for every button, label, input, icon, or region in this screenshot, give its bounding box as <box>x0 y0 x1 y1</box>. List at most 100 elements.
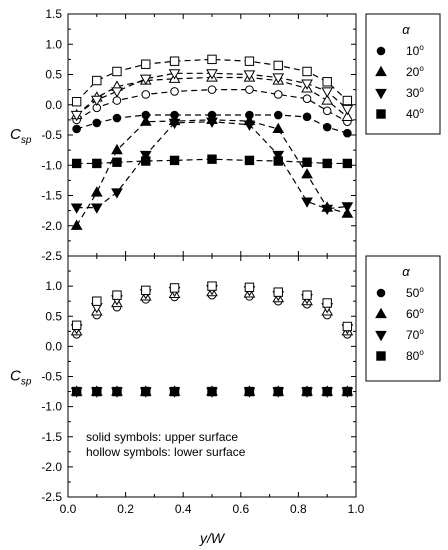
data-point <box>168 69 181 80</box>
data-point <box>169 283 180 293</box>
series-line <box>76 58 348 103</box>
data-point <box>341 207 354 218</box>
data-point <box>139 115 152 126</box>
annotation-text: solid symbols: upper surface <box>86 430 238 444</box>
data-point <box>322 106 332 116</box>
legend-marker <box>375 65 387 77</box>
data-point <box>112 157 122 167</box>
data-point <box>273 156 283 166</box>
series-line <box>76 114 348 134</box>
data-point <box>111 87 123 98</box>
data-point <box>272 122 285 134</box>
data-point <box>342 321 353 332</box>
y-tick-label: -2.0 <box>41 460 62 474</box>
data-point <box>302 157 312 167</box>
y-tick-label: -0.5 <box>41 370 62 384</box>
data-point <box>245 85 254 94</box>
y-tick-label: -0.5 <box>41 128 62 142</box>
data-point <box>243 120 256 131</box>
data-point <box>71 158 82 169</box>
data-point <box>322 298 332 308</box>
data-point <box>72 124 81 134</box>
data-point <box>206 69 218 80</box>
data-point <box>112 290 122 300</box>
data-point <box>244 56 255 66</box>
data-point <box>141 59 151 69</box>
data-point <box>169 56 180 66</box>
y-tick-label: -2.0 <box>41 219 62 233</box>
data-point <box>302 66 312 77</box>
data-point <box>302 386 312 397</box>
data-point <box>321 204 334 216</box>
data-point <box>92 75 102 86</box>
data-point <box>90 186 103 197</box>
data-point <box>112 96 122 105</box>
data-point <box>112 386 122 397</box>
data-point <box>322 386 332 397</box>
data-point <box>207 154 217 164</box>
data-point <box>71 386 82 397</box>
y-tick-label: -1.0 <box>41 158 62 172</box>
data-point <box>244 386 255 397</box>
data-point <box>71 320 82 330</box>
legend-marker <box>376 288 386 298</box>
legend-title: α <box>402 264 410 279</box>
data-point <box>244 155 255 166</box>
data-point <box>111 143 123 155</box>
x-tick-label: 1.0 <box>348 502 365 516</box>
data-point <box>243 70 256 81</box>
data-point <box>302 290 312 300</box>
bottom-panel: 1.00.50.0-0.5-1.0-1.5-2.0-2.50.0 0.2 0.4 0.… <box>10 255 441 516</box>
y-tick-label: 0.5 <box>45 309 62 323</box>
y-tick-label: 0.0 <box>45 339 62 353</box>
legend-marker <box>375 307 387 319</box>
data-point <box>301 79 313 90</box>
data-point <box>341 202 354 213</box>
x-tick-label: 0.4 <box>175 502 192 516</box>
data-point <box>139 74 152 85</box>
annotation-text: hollow symbols: lower surface <box>86 445 246 459</box>
data-point <box>111 188 123 199</box>
data-point <box>342 158 353 169</box>
y-tick-label: 1.0 <box>45 279 62 293</box>
data-point <box>272 73 285 84</box>
data-point <box>70 219 83 230</box>
data-point <box>273 90 283 99</box>
x-tick-label: 0.0 <box>60 502 77 516</box>
legend-marker <box>376 351 386 361</box>
data-point <box>244 282 255 293</box>
data-point <box>322 77 332 87</box>
data-point <box>206 117 218 128</box>
y-tick-label: -1.5 <box>41 189 62 203</box>
y-tick-label: -2.5 <box>41 490 62 504</box>
data-point <box>112 66 122 77</box>
data-point <box>301 168 313 179</box>
data-point <box>207 54 217 65</box>
data-point <box>341 104 354 116</box>
data-point <box>141 90 151 99</box>
y-tick-label: 1.0 <box>45 37 62 51</box>
data-point <box>343 128 352 138</box>
data-point <box>90 95 103 107</box>
data-point <box>141 386 151 397</box>
legend-marker <box>376 46 386 56</box>
y-axis-label: Csp <box>10 368 32 388</box>
data-point <box>90 203 103 214</box>
data-point <box>321 94 334 105</box>
data-point <box>273 110 283 120</box>
legend-marker <box>375 330 387 342</box>
data-point <box>272 150 285 162</box>
legend-title: α <box>402 22 410 37</box>
top-panel: 1.5 1.0 0.5 0.0 -0.5 -1.0 -1.5 -2.0 -2.5 Csp α10o2… <box>10 7 441 263</box>
data-point <box>170 87 179 96</box>
data-point <box>92 296 102 306</box>
data-point <box>321 87 334 98</box>
x-tick-label: 0.8 <box>290 502 307 516</box>
data-point <box>342 95 353 106</box>
data-point <box>322 158 332 169</box>
data-point <box>273 287 283 297</box>
x-tick-label: 0.2 <box>117 502 134 516</box>
data-point <box>92 158 102 169</box>
